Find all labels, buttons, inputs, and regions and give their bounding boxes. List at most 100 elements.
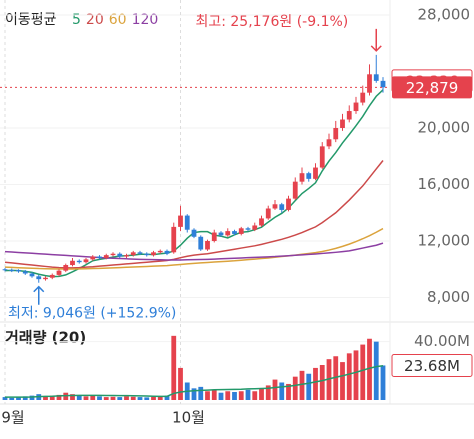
volume-bar <box>110 396 116 400</box>
candle-body <box>191 229 197 237</box>
y-tick-label: 12,000 <box>418 232 471 250</box>
candle-body <box>97 256 102 258</box>
volume-bar <box>205 391 210 400</box>
legend-item: 20 <box>86 12 104 28</box>
candle-body <box>319 146 325 168</box>
candle-body <box>340 119 345 128</box>
legend-item: 120 <box>132 12 159 28</box>
volume-bar <box>245 389 251 400</box>
x-tick-label: 9월 <box>1 409 24 427</box>
high-arrow <box>370 28 382 52</box>
candle-body <box>380 80 386 88</box>
candle-body <box>29 273 35 277</box>
candle-body <box>43 277 48 280</box>
volume-bar <box>49 395 55 400</box>
candle-body <box>184 215 190 230</box>
moving-average-line <box>4 89 384 278</box>
volume-bar <box>137 397 143 400</box>
low-arrow <box>33 285 45 305</box>
candle-body <box>333 127 339 140</box>
volume-last-label: 23.68M <box>404 357 460 375</box>
volume-bar <box>218 392 224 400</box>
candle-body <box>292 181 298 199</box>
volume-tick-label: 40.00M <box>414 332 470 350</box>
volume-bar <box>232 391 237 400</box>
candle-body <box>286 198 291 210</box>
candle-body <box>110 253 116 256</box>
volume-bar <box>259 388 264 400</box>
legend-item: 60 <box>109 12 127 28</box>
candle-body <box>360 92 366 103</box>
candle-body <box>103 255 109 258</box>
volume-bar <box>164 395 170 400</box>
candle-body <box>367 74 372 93</box>
candle-body <box>151 252 156 256</box>
candle-body <box>178 215 183 227</box>
candle-body <box>225 231 231 236</box>
volume-bar <box>286 383 291 400</box>
candle-body <box>252 225 258 230</box>
volume-bar <box>279 382 285 400</box>
volume-bar <box>333 356 339 400</box>
volume-bar <box>171 335 177 400</box>
candle-body <box>238 228 244 234</box>
x-tick-label: 10월 <box>172 409 205 427</box>
volume-bar <box>151 396 156 400</box>
y-tick-label: 8,000 <box>427 288 470 306</box>
volume-bar <box>360 344 366 400</box>
high-annotation: 최고: 25,176원 (-9.1%) <box>195 14 348 30</box>
moving-average-line <box>4 160 384 269</box>
legend-item: 5 <box>72 12 81 28</box>
candle-body <box>353 102 359 112</box>
legend-title: 이동평균 <box>5 12 57 28</box>
y-tick-label: 16,000 <box>418 175 471 193</box>
y-tick-label: 20,000 <box>418 118 471 136</box>
volume-bar <box>43 396 48 400</box>
candle-body <box>49 274 55 278</box>
candle-body <box>70 260 75 266</box>
candle-body <box>218 232 224 236</box>
volume-bar <box>144 397 150 400</box>
candle-body <box>259 218 264 226</box>
volume-title: 거래량 (20) <box>5 329 86 347</box>
candle-body <box>272 204 278 209</box>
volume-bar <box>76 395 82 400</box>
volume-bar <box>292 376 298 400</box>
candle-body <box>117 253 123 257</box>
candle-body <box>130 252 136 256</box>
candle-body <box>157 250 163 253</box>
volume-bar <box>265 385 271 400</box>
candle-body <box>144 253 150 256</box>
candle-body <box>63 265 69 271</box>
volume-last-box <box>391 353 473 377</box>
candle-body <box>211 232 217 242</box>
y-tick-label: 28,000 <box>418 5 471 23</box>
volume-bar <box>191 388 197 400</box>
candle-body <box>83 259 89 263</box>
current-price-label: 22,879 <box>406 79 459 97</box>
candle-body <box>265 208 271 219</box>
volume-bar <box>299 370 305 400</box>
volume-bar <box>117 397 123 400</box>
volume-bar <box>56 394 62 400</box>
candle-body <box>306 173 312 179</box>
candle-body <box>205 241 210 250</box>
volume-bar <box>9 397 15 400</box>
volume-bar <box>103 397 109 400</box>
volume-bar <box>373 341 379 400</box>
volume-bar <box>22 396 28 400</box>
volume-bar <box>306 373 312 400</box>
volume-bar <box>157 396 163 400</box>
moving-average-line <box>4 242 384 261</box>
candle-body <box>373 74 379 81</box>
candle-body <box>245 228 251 230</box>
low-annotation: 최저: 9,046원 (+152.9%) <box>8 306 176 322</box>
volume-bar <box>252 391 258 400</box>
current-price-box <box>392 76 472 99</box>
candle-body <box>164 250 170 254</box>
candle-body <box>313 167 318 179</box>
candle-body <box>232 231 237 234</box>
volume-bar <box>380 365 386 400</box>
volume-bar <box>353 350 359 400</box>
